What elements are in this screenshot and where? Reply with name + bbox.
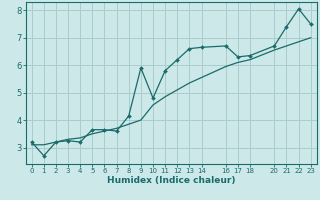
X-axis label: Humidex (Indice chaleur): Humidex (Indice chaleur) — [107, 176, 236, 185]
